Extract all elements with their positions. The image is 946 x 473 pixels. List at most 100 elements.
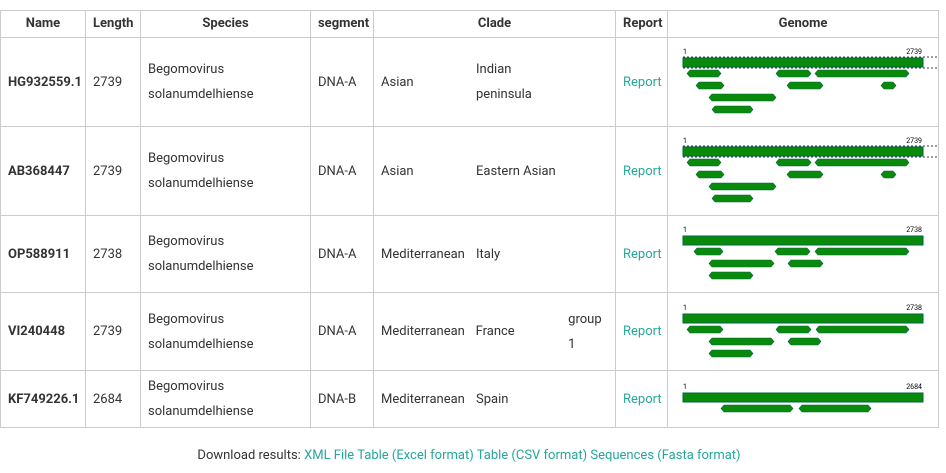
clade-parts: Mediterranean Italy bbox=[381, 242, 608, 267]
orf-arrow bbox=[775, 325, 812, 334]
length-cell: 2684 bbox=[85, 370, 141, 428]
column-header: Report bbox=[615, 10, 668, 38]
segment-cell: DNA-A bbox=[310, 292, 374, 371]
name-cell: HG932559.1 bbox=[0, 37, 86, 127]
report-cell: Report bbox=[615, 37, 668, 127]
download-link[interactable]: Table (CSV format) bbox=[476, 448, 588, 463]
length-cell: 2739 bbox=[85, 126, 141, 216]
report-link[interactable]: Report bbox=[623, 74, 662, 90]
genome-map: 1 2739 bbox=[682, 48, 938, 114]
genome-map: 1 2738 bbox=[682, 226, 924, 280]
orf-arrow bbox=[686, 325, 724, 334]
orf-arrow bbox=[880, 81, 897, 90]
report-link[interactable]: Report bbox=[623, 324, 662, 339]
orf-arrow bbox=[798, 404, 872, 413]
column-header: Species bbox=[140, 10, 311, 38]
report-cell: Report bbox=[615, 370, 668, 428]
length-cell: 2739 bbox=[85, 37, 141, 127]
orf-arrow bbox=[695, 170, 725, 179]
table-row: VI240448 2739 Begomovirus solanumdelhiense… bbox=[0, 292, 939, 371]
genome-start: 1 bbox=[683, 304, 687, 312]
results-table: Name Length Species segment Clade Report Genom… bbox=[0, 10, 939, 428]
orf-arrow bbox=[815, 325, 910, 334]
footer-label: Download results: bbox=[197, 448, 301, 463]
genome-cell: 1 2738 bbox=[667, 215, 939, 293]
name-cell: OP588911 bbox=[0, 215, 86, 293]
clade-part: Eastern Asian bbox=[476, 163, 556, 179]
column-header: Name bbox=[0, 10, 86, 38]
genome-bar bbox=[682, 235, 924, 246]
clade-part: Mediterranean bbox=[381, 324, 465, 339]
column-header: Clade bbox=[373, 10, 616, 38]
clade-part: Indian peninsula bbox=[476, 62, 532, 102]
orf-arrow bbox=[708, 259, 775, 268]
clade-cell: Asian Eastern Asian bbox=[373, 126, 616, 216]
genome-end: 2684 bbox=[906, 383, 922, 391]
clade-parts: Mediterranean Spain bbox=[381, 387, 608, 412]
report-cell: Report bbox=[615, 126, 668, 216]
orf-arrow bbox=[775, 158, 812, 167]
orf-arrow bbox=[708, 271, 754, 280]
orf-arrow bbox=[686, 158, 722, 167]
genome-cell: 1 2684 bbox=[667, 370, 939, 428]
genome-bar bbox=[682, 57, 924, 68]
orf-arrow bbox=[787, 259, 824, 268]
table-row: HG932559.1 2739 Begomovirus solanumdelhien… bbox=[0, 37, 939, 127]
clade-cell: Mediterranean Italy bbox=[373, 215, 616, 293]
genome-start: 1 bbox=[683, 48, 687, 56]
table-row: KF749226.1 2684 Begomovirus solanumdelhien… bbox=[0, 370, 939, 428]
genome-start: 1 bbox=[683, 226, 687, 234]
genome-bar bbox=[682, 392, 924, 403]
orf-arrow bbox=[786, 170, 824, 179]
download-link[interactable]: Sequences (Fasta format) bbox=[590, 448, 741, 463]
genome-bar bbox=[682, 313, 924, 324]
orf-arrow bbox=[708, 93, 777, 102]
segment-cell: DNA-A bbox=[310, 37, 374, 127]
column-header: Length bbox=[85, 10, 141, 38]
genome-start: 1 bbox=[683, 383, 687, 391]
report-cell: Report bbox=[615, 292, 668, 371]
species-cell: Begomovirus solanumdelhiense bbox=[140, 292, 311, 371]
orf-arrow bbox=[708, 349, 754, 358]
orf-arrow bbox=[880, 170, 897, 179]
orf-arrow bbox=[711, 194, 754, 203]
orf-arrow bbox=[686, 69, 722, 78]
clade-cell: Asian Indian peninsula bbox=[373, 37, 616, 127]
name-cell: KF749226.1 bbox=[0, 370, 86, 428]
orf-arrow bbox=[814, 247, 910, 256]
clade-part: Asian bbox=[381, 163, 414, 179]
footer: Download results: XML File Table (Excel … bbox=[0, 448, 938, 463]
clade-cell: Mediterranean France group 1 bbox=[373, 292, 616, 371]
clade-cell: Mediterranean Spain bbox=[373, 370, 616, 428]
download-link[interactable]: Table (Excel format) bbox=[357, 448, 474, 463]
orf-arrow bbox=[695, 81, 725, 90]
report-link[interactable]: Report bbox=[623, 391, 662, 407]
genome-end: 2738 bbox=[906, 304, 922, 312]
column-header: segment bbox=[310, 10, 374, 38]
genome-cell: 1 2738 bbox=[667, 292, 939, 371]
name-cell: VI240448 bbox=[0, 292, 86, 371]
orf-arrow bbox=[814, 158, 910, 167]
table-row: OP588911 2738 Begomovirus solanumdelhiense… bbox=[0, 215, 939, 293]
name-cell: AB368447 bbox=[0, 126, 86, 216]
orf-arrow bbox=[708, 182, 777, 191]
orf-arrow bbox=[708, 337, 775, 346]
table-row: AB368447 2739 Begomovirus solanumdelhiense… bbox=[0, 126, 939, 216]
orf-arrow bbox=[775, 69, 812, 78]
species-cell: Begomovirus solanumdelhiense bbox=[140, 370, 311, 428]
orf-arrow bbox=[720, 404, 794, 413]
genome-end: 2739 bbox=[906, 48, 922, 56]
genome-cell: 1 2739 bbox=[667, 37, 939, 127]
genome-end: 2738 bbox=[906, 226, 922, 234]
clade-part: Spain bbox=[476, 391, 509, 407]
orf-arrow bbox=[786, 81, 824, 90]
orf-arrow bbox=[774, 247, 811, 256]
clade-part: Asian bbox=[381, 74, 414, 90]
header-row: Name Length Species segment Clade Report Genom… bbox=[0, 10, 939, 38]
report-link[interactable]: Report bbox=[623, 246, 662, 262]
genome-start: 1 bbox=[683, 137, 687, 145]
download-link[interactable]: XML File bbox=[304, 448, 355, 463]
report-link[interactable]: Report bbox=[623, 163, 662, 179]
segment-cell: DNA-A bbox=[310, 126, 374, 216]
